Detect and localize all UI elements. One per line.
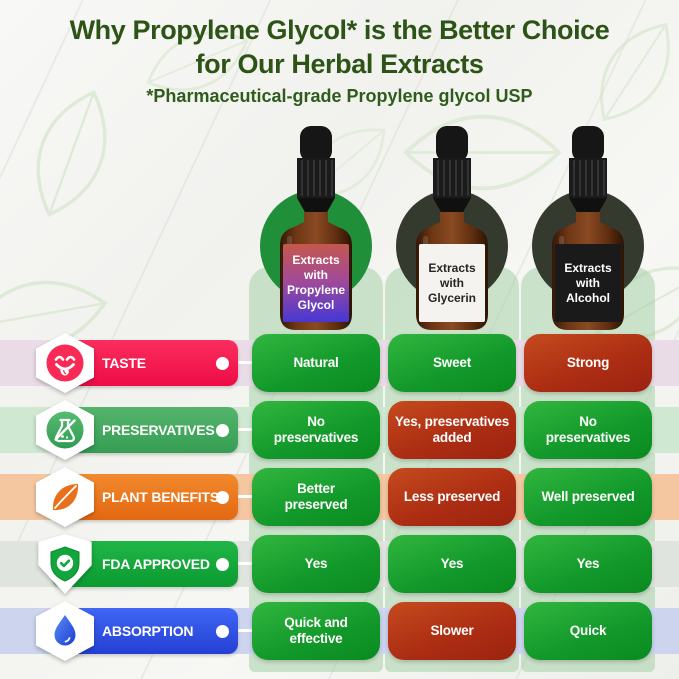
page-title-line1: Why Propylene Glycol* is the Better Choi… <box>69 15 610 45</box>
table-cell: Quick <box>524 602 652 660</box>
connector-line <box>230 629 256 632</box>
cell-text: Yes <box>304 555 328 571</box>
table-cell: Well preserved <box>524 468 652 526</box>
cell-text: Strong <box>566 354 610 370</box>
cell-text: Yes <box>440 555 464 571</box>
table-row-fda-approved: FDA APPROVED Yes Yes Yes <box>0 534 679 594</box>
cell-text: No preservatives <box>273 413 359 445</box>
table-cell: Slower <box>388 602 516 660</box>
connector-dot <box>216 558 229 571</box>
table-row-taste: TASTE Natural Sweet Strong <box>0 333 679 393</box>
page-subtitle: *Pharmaceutical-grade Propylene glycol U… <box>146 86 533 106</box>
tongue-out-smiley-icon <box>46 344 84 382</box>
connector-dot <box>216 491 229 504</box>
connector-line <box>230 428 256 431</box>
connector-dot <box>216 625 229 638</box>
taste-badge <box>36 333 94 393</box>
page-title-line2: for Our Herbal Extracts <box>195 49 484 79</box>
table-row-plant-benefits: PLANT BENEFITS Better preserved Less pre… <box>0 467 679 527</box>
bottle-label-propylene-glycol: Extracts with Propylene Glycol <box>283 244 349 322</box>
leaf-pattern-icon <box>36 90 107 217</box>
leaf-icon <box>52 484 79 511</box>
table-cell: Quick and effective <box>252 602 380 660</box>
table-row-absorption: ABSORPTION Quick and effective Slower Qu… <box>0 601 679 661</box>
water-drop-icon <box>54 615 76 646</box>
table-cell: Yes <box>388 535 516 593</box>
cell-text: Well preserved <box>541 488 635 504</box>
table-cell: Sweet <box>388 334 516 392</box>
cell-text: Better preserved <box>284 480 348 512</box>
connector-line <box>230 562 256 565</box>
cell-text: Less preserved <box>403 488 501 504</box>
table-cell: Yes <box>252 535 380 593</box>
cell-text: Quick <box>569 622 607 638</box>
leaf-pattern-icon <box>600 22 670 122</box>
no-chemicals-flask-icon <box>46 411 84 449</box>
table-cell: Less preserved <box>388 468 516 526</box>
bottle-label-alcohol: Extracts with Alcohol <box>555 244 621 322</box>
table-cell: Better preserved <box>252 468 380 526</box>
table-cell: Yes, preservatives added <box>388 401 516 459</box>
leaf-pattern-icon <box>146 31 249 92</box>
cell-text: Yes <box>576 555 600 571</box>
table-cell: No preservatives <box>252 401 380 459</box>
row-label: PRESERVATIVES <box>102 422 215 438</box>
cell-text: Natural <box>293 354 339 370</box>
row-label: PLANT BENEFITS <box>102 489 219 505</box>
table-row-preservatives: PRESERVATIVES No preservatives Yes, pres… <box>0 400 679 460</box>
cell-text: Quick and effective <box>284 614 348 646</box>
row-label: TASTE <box>102 355 146 371</box>
connector-line <box>230 495 256 498</box>
cell-text: Yes, preservatives added <box>394 413 510 445</box>
row-label: FDA APPROVED <box>102 556 210 572</box>
table-cell: Natural <box>252 334 380 392</box>
plant-benefits-badge <box>36 467 94 527</box>
preservatives-badge <box>36 400 94 460</box>
table-cell: No preservatives <box>524 401 652 459</box>
connector-dot <box>216 424 229 437</box>
table-cell: Yes <box>524 535 652 593</box>
fda-approved-badge <box>36 534 94 594</box>
header: Why Propylene Glycol* is the Better Choi… <box>0 13 679 107</box>
cell-text: Sweet <box>432 354 472 370</box>
cell-text: Slower <box>430 622 474 638</box>
row-label: ABSORPTION <box>102 623 194 639</box>
table-cell: Strong <box>524 334 652 392</box>
cell-text: No preservatives <box>545 413 631 445</box>
connector-dot <box>216 357 229 370</box>
absorption-badge <box>36 601 94 661</box>
bottle-label-glycerin: Extracts with Glycerin <box>419 244 485 322</box>
shield-check-icon <box>50 546 80 582</box>
connector-line <box>230 361 256 364</box>
